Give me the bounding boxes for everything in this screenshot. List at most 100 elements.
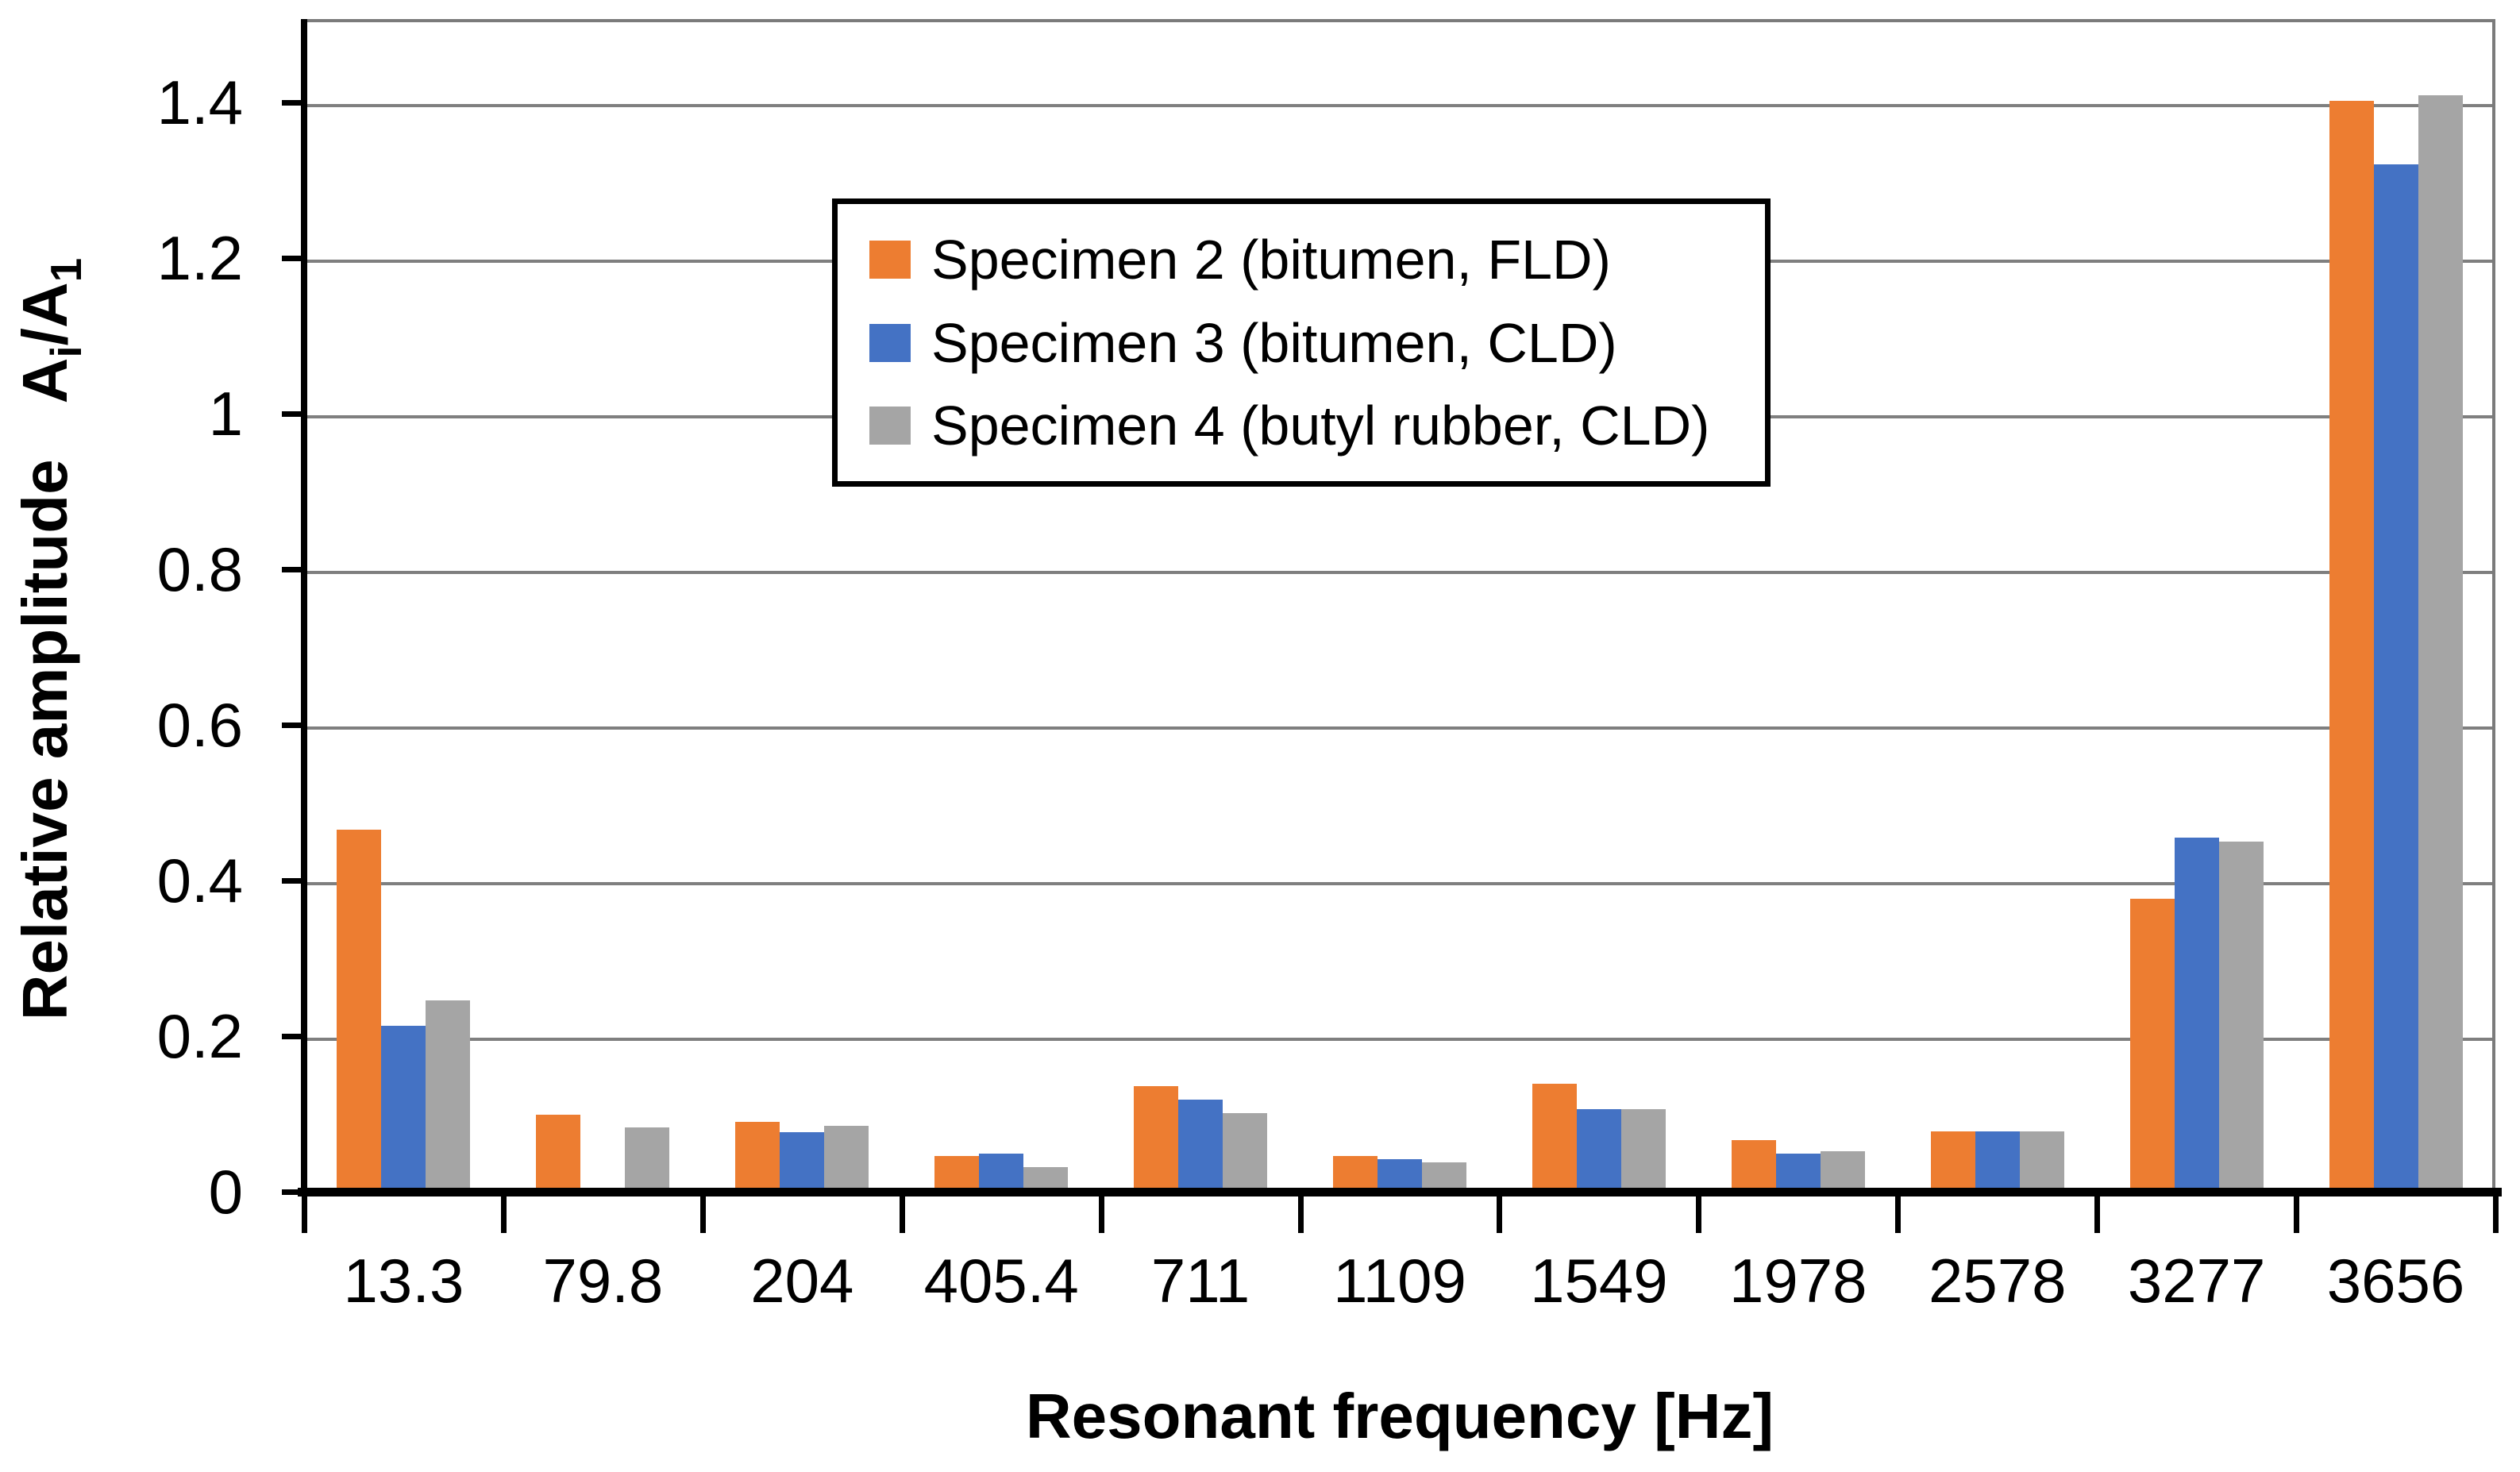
bar bbox=[824, 1126, 869, 1192]
x-tick-label: 204 bbox=[750, 1246, 854, 1316]
gridline bbox=[304, 571, 2492, 574]
bar-group bbox=[1499, 22, 1698, 1192]
bar bbox=[2019, 1131, 2064, 1192]
bar bbox=[735, 1122, 780, 1192]
amplitude-symbol-sub-1: 1 bbox=[41, 257, 91, 283]
y-axis-title-text: Relative amplitude bbox=[10, 459, 80, 1021]
y-axis-tick bbox=[282, 878, 304, 884]
legend-box: Specimen 2 (bitumen, FLD) Specimen 3 (bit… bbox=[832, 198, 1771, 487]
x-axis-tick bbox=[699, 1193, 706, 1233]
y-axis-tick bbox=[282, 1034, 304, 1039]
x-tick-label: 405.4 bbox=[923, 1246, 1079, 1316]
y-axis-tick bbox=[282, 1189, 304, 1195]
legend-label: Specimen 3 (bitumen, CLD) bbox=[931, 311, 1617, 374]
x-axis-title: Resonant frequency [Hz] bbox=[1025, 1381, 1774, 1451]
bar bbox=[1178, 1100, 1223, 1192]
x-tick-label: 3656 bbox=[2326, 1246, 2465, 1316]
x-axis-tick bbox=[2294, 1193, 2300, 1233]
legend-row: Specimen 2 (bitumen, FLD) bbox=[869, 232, 1765, 287]
y-axis-tick bbox=[282, 100, 304, 106]
bar bbox=[979, 1154, 1024, 1192]
legend-label: Specimen 4 (butyl rubber, CLD) bbox=[931, 395, 1710, 457]
legend-row: Specimen 4 (butyl rubber, CLD) bbox=[869, 398, 1765, 453]
bar bbox=[1377, 1159, 1422, 1192]
y-tick-label: 1.4 bbox=[156, 67, 243, 137]
bar bbox=[2174, 838, 2219, 1192]
gridline bbox=[304, 1038, 2492, 1041]
bar bbox=[1620, 1109, 1666, 1192]
gridline bbox=[304, 726, 2492, 730]
x-tick-label: 1978 bbox=[1729, 1246, 1867, 1316]
x-axis-tick bbox=[500, 1193, 507, 1233]
bar bbox=[2418, 95, 2463, 1192]
amplitude-symbol-sub-i: i bbox=[41, 345, 91, 358]
x-axis-tick bbox=[1895, 1193, 1902, 1233]
bar-group bbox=[1898, 22, 2097, 1192]
x-tick-label: 711 bbox=[1150, 1246, 1250, 1316]
amplitude-symbol-a1: A bbox=[10, 357, 80, 404]
y-axis-tick bbox=[282, 723, 304, 728]
x-tick-label: 79.8 bbox=[542, 1246, 664, 1316]
x-axis-tick bbox=[1497, 1193, 1503, 1233]
x-axis-tick bbox=[2094, 1193, 2101, 1233]
legend-swatch bbox=[869, 240, 911, 279]
bar bbox=[1332, 1156, 1378, 1192]
bar bbox=[1421, 1162, 1466, 1192]
x-axis-tick bbox=[1696, 1193, 1702, 1233]
bar bbox=[1731, 1140, 1776, 1192]
bar bbox=[337, 830, 382, 1192]
bar bbox=[381, 1026, 426, 1192]
gridline bbox=[304, 882, 2492, 885]
x-axis-tick bbox=[302, 1193, 307, 1233]
bar bbox=[2373, 164, 2418, 1192]
y-axis-tick bbox=[282, 567, 304, 572]
bar bbox=[426, 1000, 471, 1192]
bar-group bbox=[902, 22, 1101, 1192]
bar bbox=[1775, 1154, 1821, 1192]
y-axis-tick bbox=[282, 411, 304, 417]
x-axis-tick bbox=[1297, 1193, 1304, 1233]
legend-swatch bbox=[869, 323, 911, 362]
x-tick-label: 13.3 bbox=[343, 1246, 464, 1316]
bar bbox=[1975, 1131, 2020, 1192]
y-axis-title: Relative amplitude Ai/A1 bbox=[6, 83, 91, 1195]
bar-group bbox=[503, 22, 703, 1192]
x-tick-label: 1549 bbox=[1530, 1246, 1668, 1316]
x-tick-label: 1109 bbox=[1333, 1246, 1466, 1316]
y-tick-label: 0 bbox=[208, 1157, 243, 1227]
bar bbox=[1023, 1167, 1069, 1192]
legend-label: Specimen 2 (bitumen, FLD) bbox=[931, 228, 1611, 291]
legend-row: Specimen 3 (bitumen, CLD) bbox=[869, 315, 1765, 371]
y-tick-label: 0.8 bbox=[156, 534, 243, 604]
bar bbox=[536, 1115, 581, 1192]
legend-swatch bbox=[869, 407, 911, 445]
y-axis-tick bbox=[282, 256, 304, 261]
x-tick-label: 3277 bbox=[2127, 1246, 2266, 1316]
bar bbox=[1223, 1113, 1268, 1192]
bar bbox=[625, 1127, 670, 1192]
y-tick-label: 1 bbox=[208, 379, 243, 449]
x-axis-line bbox=[298, 1188, 2502, 1196]
x-axis-tick bbox=[2493, 1193, 2499, 1233]
x-axis-tick bbox=[1098, 1193, 1104, 1233]
x-axis-tick bbox=[899, 1193, 905, 1233]
bar-group bbox=[703, 22, 902, 1192]
bar-group bbox=[304, 22, 503, 1192]
bar-group bbox=[1101, 22, 1300, 1192]
y-tick-label: 0.4 bbox=[156, 846, 243, 915]
bar bbox=[2329, 101, 2374, 1192]
y-axis-line bbox=[301, 19, 307, 1196]
plot-area bbox=[304, 19, 2495, 1192]
bar bbox=[934, 1156, 980, 1192]
bar bbox=[1930, 1131, 1975, 1192]
y-tick-label: 0.2 bbox=[156, 1001, 243, 1071]
y-tick-label: 0.6 bbox=[156, 690, 243, 760]
amplitude-symbol-a2: /A bbox=[10, 282, 80, 346]
bar-group bbox=[1300, 22, 1500, 1192]
bar-group bbox=[2097, 22, 2296, 1192]
bar bbox=[2129, 899, 2175, 1192]
bar bbox=[1820, 1151, 1865, 1192]
bar bbox=[1134, 1086, 1179, 1192]
bar bbox=[780, 1132, 825, 1192]
bar bbox=[1532, 1084, 1577, 1192]
